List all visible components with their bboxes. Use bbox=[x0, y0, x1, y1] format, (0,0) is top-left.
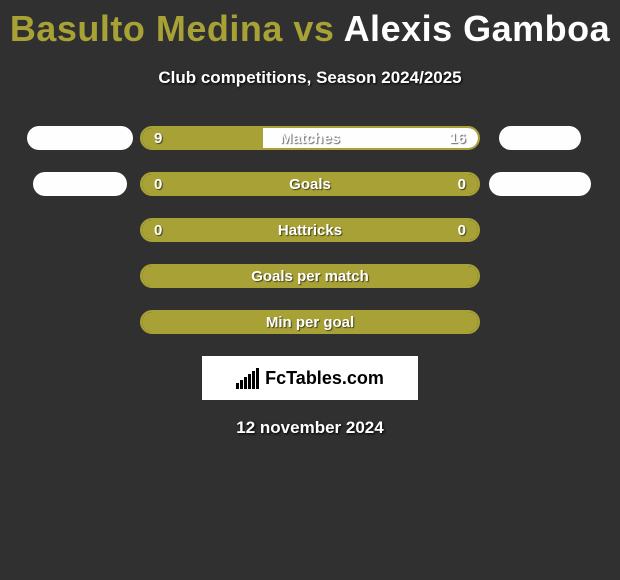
site-badge: FcTables.com bbox=[202, 356, 418, 400]
side-left-pill bbox=[27, 126, 133, 150]
stat-row: 0Goals0 bbox=[0, 172, 620, 196]
side-right-pill bbox=[499, 126, 581, 150]
stat-bar: Goals per match bbox=[140, 264, 480, 288]
badge-chart-icon bbox=[236, 368, 259, 389]
stat-row: Goals per match bbox=[0, 264, 620, 288]
date-text: 12 november 2024 bbox=[0, 418, 620, 438]
bar-right-value: 0 bbox=[458, 176, 466, 193]
side-left-slot bbox=[20, 126, 140, 150]
stat-row: 0Hattricks0 bbox=[0, 218, 620, 242]
stat-row: Min per goal bbox=[0, 310, 620, 334]
stat-bar: 0Hattricks0 bbox=[140, 218, 480, 242]
bar-label: Goals bbox=[142, 176, 478, 193]
stat-row: 9Matches16 bbox=[0, 126, 620, 150]
vs-text: vs bbox=[283, 8, 344, 49]
player2-name: Alexis Gamboa bbox=[344, 8, 611, 49]
side-left-pill bbox=[33, 172, 127, 196]
bar-right-value: 0 bbox=[458, 222, 466, 239]
stat-rows: 9Matches160Goals00Hattricks0Goals per ma… bbox=[0, 126, 620, 334]
bar-label: Goals per match bbox=[142, 268, 478, 285]
bar-label: Matches bbox=[142, 130, 478, 147]
bar-label: Hattricks bbox=[142, 222, 478, 239]
side-right-slot bbox=[480, 172, 600, 196]
stat-bar: 9Matches16 bbox=[140, 126, 480, 150]
subtitle: Club competitions, Season 2024/2025 bbox=[0, 68, 620, 88]
comparison-title: Basulto Medina vs Alexis Gamboa bbox=[0, 0, 620, 50]
badge-text: FcTables.com bbox=[265, 368, 384, 389]
stat-bar: Min per goal bbox=[140, 310, 480, 334]
bar-right-value: 16 bbox=[449, 130, 466, 147]
side-right-slot bbox=[480, 126, 600, 150]
side-left-slot bbox=[20, 172, 140, 196]
bar-label: Min per goal bbox=[142, 314, 478, 331]
side-right-pill bbox=[489, 172, 591, 196]
player1-name: Basulto Medina bbox=[10, 8, 283, 49]
stat-bar: 0Goals0 bbox=[140, 172, 480, 196]
